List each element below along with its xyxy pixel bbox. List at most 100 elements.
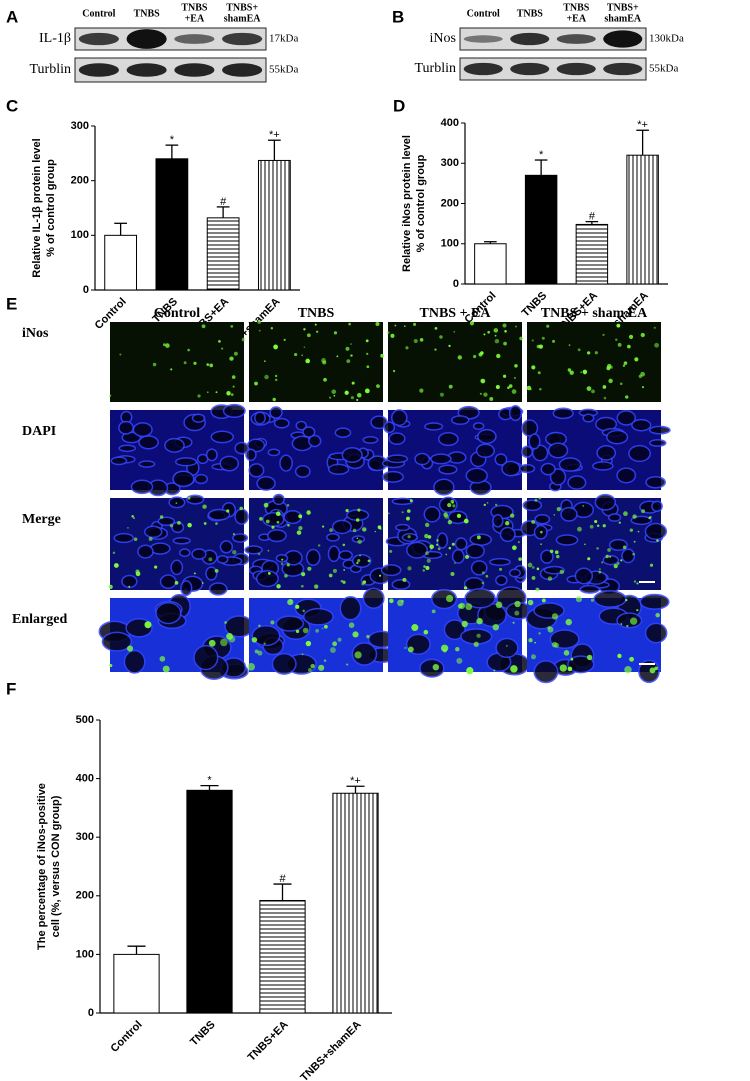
- green-signal: [447, 503, 452, 508]
- green-signal: [270, 327, 274, 330]
- green-signal: [404, 325, 406, 327]
- green-signal: [515, 325, 517, 328]
- green-signal: [463, 518, 469, 524]
- green-signal: [389, 549, 393, 553]
- lane-label: +EA: [185, 13, 205, 24]
- crypt: [560, 506, 578, 522]
- green-signal: [405, 346, 409, 350]
- crypt: [294, 465, 311, 478]
- green-signal: [586, 351, 591, 355]
- green-signal: [554, 550, 559, 555]
- crypt: [178, 548, 191, 558]
- green-signal: [257, 320, 261, 324]
- green-signal: [295, 629, 300, 634]
- crypt: [477, 428, 497, 444]
- green-signal: [108, 584, 113, 589]
- error-bar: [165, 144, 179, 159]
- green-signal: [144, 621, 152, 629]
- green-signal: [214, 568, 219, 573]
- size-label: 55kDa: [649, 63, 678, 75]
- x-tick-label: TNBS+EA: [246, 1019, 291, 1064]
- green-signal: [401, 511, 404, 514]
- green-signal: [535, 587, 540, 592]
- green-signal: [536, 344, 541, 349]
- crypt: [469, 533, 493, 546]
- green-signal: [444, 514, 449, 519]
- green-signal: [423, 565, 426, 568]
- green-signal: [170, 368, 173, 371]
- panel-letter: F: [6, 679, 16, 698]
- crypt: [388, 432, 406, 446]
- y-tick-label: 200: [441, 197, 459, 209]
- crypt: [555, 534, 579, 546]
- crypt: [186, 494, 205, 505]
- crypt: [164, 437, 185, 453]
- green-signal: [301, 572, 306, 577]
- green-signal: [466, 667, 474, 675]
- crypt: [216, 555, 229, 564]
- green-signal: [162, 665, 170, 673]
- lane-label: TNBS: [181, 2, 208, 13]
- green-signal: [617, 342, 622, 347]
- green-signal: [603, 396, 607, 400]
- green-signal: [512, 621, 515, 624]
- crypt: [607, 513, 622, 522]
- blot-strip: [459, 27, 647, 51]
- green-signal: [616, 323, 621, 328]
- green-signal: [407, 646, 414, 653]
- green-signal: [332, 641, 338, 647]
- green-signal: [321, 358, 326, 363]
- crypt: [628, 444, 651, 463]
- green-signal: [465, 554, 470, 559]
- green-signal: [534, 641, 537, 644]
- crypt: [391, 579, 411, 590]
- green-signal: [133, 517, 136, 520]
- panel-letter: A: [6, 7, 18, 26]
- crypt: [244, 545, 263, 555]
- crypt: [295, 420, 308, 431]
- green-signal: [495, 503, 498, 507]
- green-signal: [215, 522, 218, 525]
- green-signal: [549, 549, 554, 554]
- green-signal: [541, 598, 546, 603]
- green-signal: [364, 388, 370, 394]
- green-signal: [263, 502, 269, 508]
- green-signal: [413, 338, 418, 344]
- green-signal: [202, 504, 207, 509]
- blot-band: [78, 32, 119, 46]
- crypt: [302, 426, 316, 438]
- bar: [257, 159, 291, 291]
- y-tick-label: 300: [76, 831, 94, 843]
- green-signal: [540, 543, 542, 545]
- green-signal: [315, 629, 319, 633]
- green-signal: [423, 629, 429, 635]
- green-signal: [346, 359, 351, 364]
- lane-label: TNBS: [563, 2, 590, 13]
- bar: [186, 789, 233, 1014]
- crypt: [180, 580, 193, 597]
- green-signal: [407, 566, 412, 571]
- green-signal: [507, 386, 510, 390]
- green-signal: [567, 666, 573, 672]
- green-signal: [619, 382, 623, 386]
- crypt: [159, 574, 177, 590]
- green-signal: [284, 574, 288, 578]
- green-signal: [514, 364, 518, 368]
- crypt: [168, 496, 186, 509]
- bar: [155, 158, 189, 291]
- green-signal: [271, 525, 275, 529]
- green-signal: [300, 584, 304, 588]
- crypt: [326, 533, 340, 542]
- green-signal: [629, 528, 634, 532]
- green-signal: [230, 325, 234, 328]
- green-signal: [531, 576, 536, 580]
- green-signal: [177, 521, 181, 525]
- blot-band: [222, 63, 263, 77]
- crypt: [543, 565, 565, 575]
- blot-band: [126, 63, 167, 77]
- crypt: [438, 464, 458, 475]
- blot-band: [510, 32, 550, 46]
- crypt: [616, 612, 643, 629]
- green-signal: [342, 580, 346, 584]
- green-signal: [623, 361, 628, 365]
